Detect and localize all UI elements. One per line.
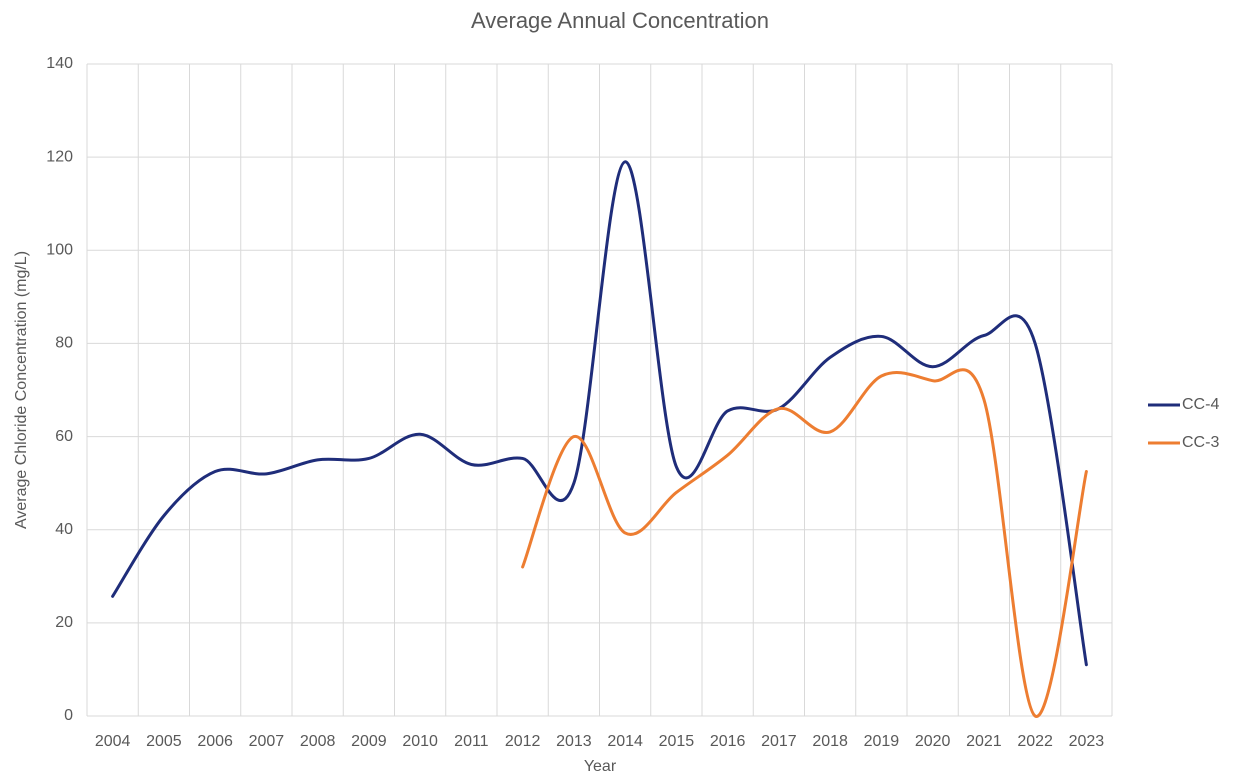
y-tick-label: 40 (55, 521, 73, 538)
series-line (111, 160, 1088, 667)
legend-label: CC-4 (1182, 396, 1219, 413)
y-tick-label: 100 (46, 242, 73, 259)
x-tick-label: 2005 (146, 733, 182, 750)
x-axis-label: Year (584, 758, 617, 775)
x-tick-label: 2010 (402, 733, 438, 750)
x-tick-label: 2019 (864, 733, 900, 750)
legend-label: CC-3 (1182, 434, 1219, 451)
x-tick-label: 2020 (915, 733, 951, 750)
y-tick-label: 60 (55, 428, 73, 445)
x-tick-label: 2015 (659, 733, 695, 750)
x-tick-label: 2018 (812, 733, 848, 750)
x-tick-label: 2017 (761, 733, 797, 750)
x-tick-label: 2023 (1069, 733, 1105, 750)
y-tick-label: 0 (64, 707, 73, 724)
x-tick-label: 2013 (556, 733, 592, 750)
x-tick-label: 2012 (505, 733, 541, 750)
x-tick-label: 2021 (966, 733, 1002, 750)
y-tick-label: 120 (46, 148, 73, 165)
y-tick-label: 80 (55, 335, 73, 352)
y-tick-label: 20 (55, 614, 73, 631)
x-tick-label: 2006 (197, 733, 233, 750)
x-tick-label: 2011 (454, 733, 489, 750)
x-tick-label: 2022 (1017, 733, 1053, 750)
chart-title: Average Annual Concentration (471, 8, 769, 33)
x-tick-label: 2008 (300, 733, 336, 750)
x-tick-label: 2009 (351, 733, 387, 750)
series-line (521, 368, 1088, 718)
x-tick-label: 2007 (249, 733, 285, 750)
y-tick-label: 140 (46, 55, 73, 72)
x-tick-label: 2014 (607, 733, 643, 750)
y-axis-label: Average Chloride Concentration (mg/L) (13, 251, 30, 529)
x-tick-label: 2016 (710, 733, 746, 750)
x-tick-label: 2004 (95, 733, 131, 750)
